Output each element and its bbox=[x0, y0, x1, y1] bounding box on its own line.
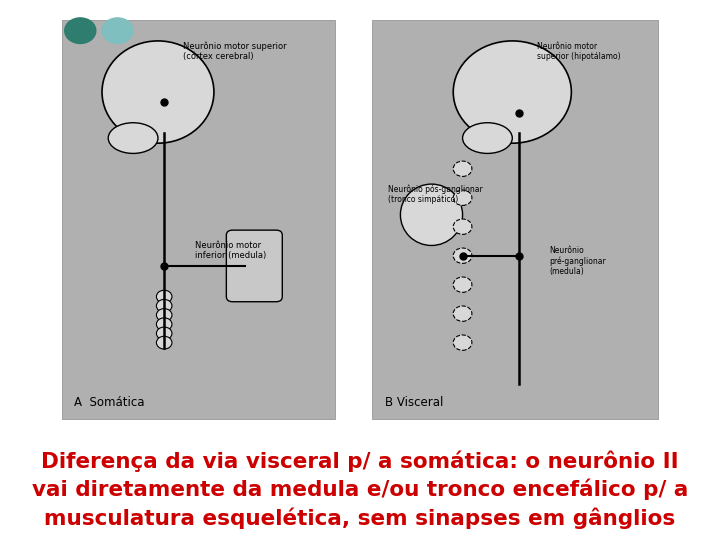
Circle shape bbox=[65, 18, 96, 43]
FancyBboxPatch shape bbox=[226, 230, 282, 302]
Text: Neurônio motor superior
(córtex cerebral): Neurônio motor superior (córtex cerebral… bbox=[183, 42, 287, 62]
Ellipse shape bbox=[102, 41, 214, 143]
Ellipse shape bbox=[156, 309, 172, 321]
Ellipse shape bbox=[454, 277, 472, 292]
Ellipse shape bbox=[156, 290, 172, 303]
FancyBboxPatch shape bbox=[372, 21, 658, 420]
Ellipse shape bbox=[454, 41, 572, 143]
Ellipse shape bbox=[454, 190, 472, 205]
Ellipse shape bbox=[156, 318, 172, 330]
Ellipse shape bbox=[400, 184, 462, 246]
Ellipse shape bbox=[156, 327, 172, 340]
Text: Neurônio
pré-ganglionar
(medula): Neurônio pré-ganglionar (medula) bbox=[549, 246, 606, 276]
Ellipse shape bbox=[454, 219, 472, 234]
Ellipse shape bbox=[108, 123, 158, 153]
Ellipse shape bbox=[462, 123, 513, 153]
Ellipse shape bbox=[454, 335, 472, 350]
Text: A  Somática: A Somática bbox=[74, 396, 145, 409]
FancyBboxPatch shape bbox=[62, 21, 335, 420]
Ellipse shape bbox=[454, 248, 472, 264]
Ellipse shape bbox=[454, 161, 472, 177]
Ellipse shape bbox=[156, 336, 172, 349]
Ellipse shape bbox=[156, 299, 172, 312]
Text: Neurônio pós-ganglionar
(tronco simpático): Neurônio pós-ganglionar (tronco simpátic… bbox=[388, 184, 482, 204]
Text: B Visceral: B Visceral bbox=[385, 396, 444, 409]
Circle shape bbox=[102, 18, 133, 43]
Text: Diferença da via visceral p/ a somática: o neurônio II
vai diretamente da medula: Diferença da via visceral p/ a somática:… bbox=[32, 450, 688, 529]
Ellipse shape bbox=[454, 306, 472, 321]
Text: Neurônio motor
superior (hipotálamo): Neurônio motor superior (hipotálamo) bbox=[537, 42, 621, 62]
Text: Neurônio motor
inferior (medula): Neurônio motor inferior (medula) bbox=[195, 241, 266, 260]
